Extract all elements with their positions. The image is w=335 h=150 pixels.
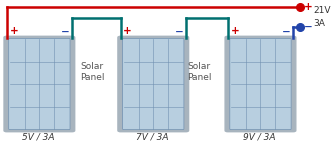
- Text: −: −: [175, 27, 183, 36]
- FancyBboxPatch shape: [4, 36, 75, 132]
- Text: Solar
Panel: Solar Panel: [80, 62, 105, 82]
- FancyBboxPatch shape: [123, 38, 184, 130]
- Text: +: +: [230, 27, 239, 36]
- Text: +: +: [304, 2, 313, 12]
- FancyBboxPatch shape: [230, 38, 291, 130]
- Text: Solar
Panel: Solar Panel: [187, 62, 212, 82]
- Text: −: −: [304, 22, 313, 32]
- Text: +: +: [123, 27, 132, 36]
- Text: +: +: [9, 27, 18, 36]
- FancyBboxPatch shape: [225, 36, 296, 132]
- Text: 9V / 3A: 9V / 3A: [243, 132, 276, 141]
- Text: 5V / 3A: 5V / 3A: [22, 132, 55, 141]
- Text: −: −: [61, 27, 69, 36]
- Text: 7V / 3A: 7V / 3A: [136, 132, 169, 141]
- FancyBboxPatch shape: [9, 38, 70, 130]
- Text: 21V
3A: 21V 3A: [313, 6, 331, 28]
- FancyBboxPatch shape: [118, 36, 189, 132]
- Text: −: −: [282, 27, 290, 36]
